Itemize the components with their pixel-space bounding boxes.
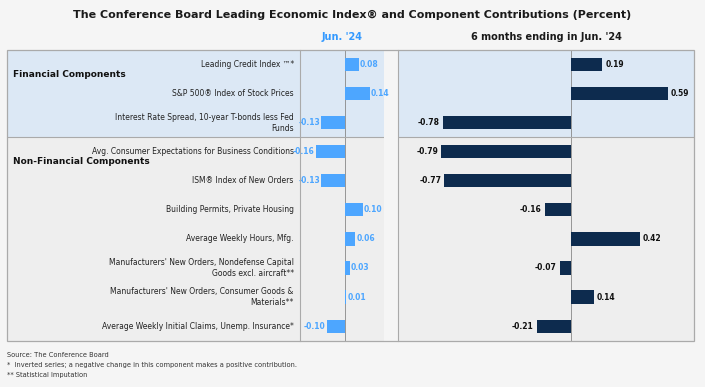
Text: 0.14: 0.14 bbox=[597, 293, 615, 301]
Text: S&P 500® Index of Stock Prices: S&P 500® Index of Stock Prices bbox=[172, 89, 294, 98]
Text: Non-Financial Components: Non-Financial Components bbox=[13, 157, 149, 166]
Bar bbox=[545, 204, 571, 216]
Bar bbox=[345, 291, 346, 303]
Text: -0.79: -0.79 bbox=[416, 147, 438, 156]
Bar bbox=[316, 146, 345, 158]
Text: 0.01: 0.01 bbox=[348, 293, 366, 301]
Text: ISM® Index of New Orders: ISM® Index of New Orders bbox=[192, 176, 294, 185]
FancyBboxPatch shape bbox=[7, 50, 300, 137]
Text: 6 months ending in Jun. '24: 6 months ending in Jun. '24 bbox=[471, 32, 622, 42]
Bar bbox=[571, 233, 640, 245]
Text: 0.10: 0.10 bbox=[364, 205, 382, 214]
Text: -0.16: -0.16 bbox=[293, 147, 314, 156]
FancyBboxPatch shape bbox=[398, 50, 694, 137]
Bar bbox=[571, 87, 668, 100]
Text: Manufacturers' New Orders, Consumer Goods &
Materials**: Manufacturers' New Orders, Consumer Good… bbox=[111, 287, 294, 307]
Bar bbox=[321, 116, 345, 129]
FancyBboxPatch shape bbox=[300, 137, 384, 341]
Text: -0.13: -0.13 bbox=[298, 118, 320, 127]
Text: -0.78: -0.78 bbox=[418, 118, 440, 127]
Text: Source: The Conference Board: Source: The Conference Board bbox=[7, 352, 109, 358]
Text: -0.07: -0.07 bbox=[534, 264, 556, 272]
Text: 0.08: 0.08 bbox=[360, 60, 379, 69]
Text: Average Weekly Initial Claims, Unemp. Insurance*: Average Weekly Initial Claims, Unemp. In… bbox=[102, 322, 294, 330]
Text: Jun. '24: Jun. '24 bbox=[321, 32, 362, 42]
Text: -0.13: -0.13 bbox=[298, 176, 320, 185]
Bar bbox=[571, 58, 602, 71]
Text: 0.19: 0.19 bbox=[606, 60, 624, 69]
Bar bbox=[345, 262, 350, 274]
FancyBboxPatch shape bbox=[398, 137, 694, 341]
Text: Avg. Consumer Expectations for Business Conditions: Avg. Consumer Expectations for Business … bbox=[92, 147, 294, 156]
Text: Leading Credit Index ™*: Leading Credit Index ™* bbox=[200, 60, 294, 69]
Bar bbox=[441, 146, 571, 158]
Bar bbox=[321, 175, 345, 187]
Text: -0.21: -0.21 bbox=[512, 322, 534, 330]
Bar bbox=[443, 116, 571, 129]
FancyBboxPatch shape bbox=[300, 50, 384, 137]
Text: Interest Rate Spread, 10-year T-bonds less Fed
Funds: Interest Rate Spread, 10-year T-bonds le… bbox=[115, 113, 294, 133]
Text: -0.16: -0.16 bbox=[520, 205, 541, 214]
Text: 0.42: 0.42 bbox=[643, 235, 662, 243]
Bar bbox=[345, 87, 370, 100]
Text: 0.59: 0.59 bbox=[671, 89, 689, 98]
Text: *  Inverted series; a negative change in this component makes a positive contrib: * Inverted series; a negative change in … bbox=[7, 362, 297, 368]
Bar bbox=[571, 291, 594, 303]
Text: 0.06: 0.06 bbox=[357, 235, 375, 243]
Text: -0.10: -0.10 bbox=[304, 322, 326, 330]
Text: The Conference Board Leading Economic Index® and Component Contributions (Percen: The Conference Board Leading Economic In… bbox=[73, 10, 632, 20]
Bar bbox=[537, 320, 571, 332]
Bar bbox=[560, 262, 571, 274]
Text: -0.77: -0.77 bbox=[419, 176, 441, 185]
Bar bbox=[345, 204, 362, 216]
Text: 0.03: 0.03 bbox=[351, 264, 369, 272]
Text: 0.14: 0.14 bbox=[371, 89, 390, 98]
Bar bbox=[444, 175, 571, 187]
Bar bbox=[345, 58, 359, 71]
Bar bbox=[326, 320, 345, 332]
Text: Manufacturers' New Orders, Nondefense Capital
Goods excl. aircraft**: Manufacturers' New Orders, Nondefense Ca… bbox=[109, 258, 294, 278]
FancyBboxPatch shape bbox=[7, 137, 300, 341]
Text: Average Weekly Hours, Mfg.: Average Weekly Hours, Mfg. bbox=[186, 235, 294, 243]
Text: Building Permits, Private Housing: Building Permits, Private Housing bbox=[166, 205, 294, 214]
Text: ** Statistical Imputation: ** Statistical Imputation bbox=[7, 372, 87, 378]
Text: Financial Components: Financial Components bbox=[13, 70, 125, 79]
Bar bbox=[345, 233, 355, 245]
